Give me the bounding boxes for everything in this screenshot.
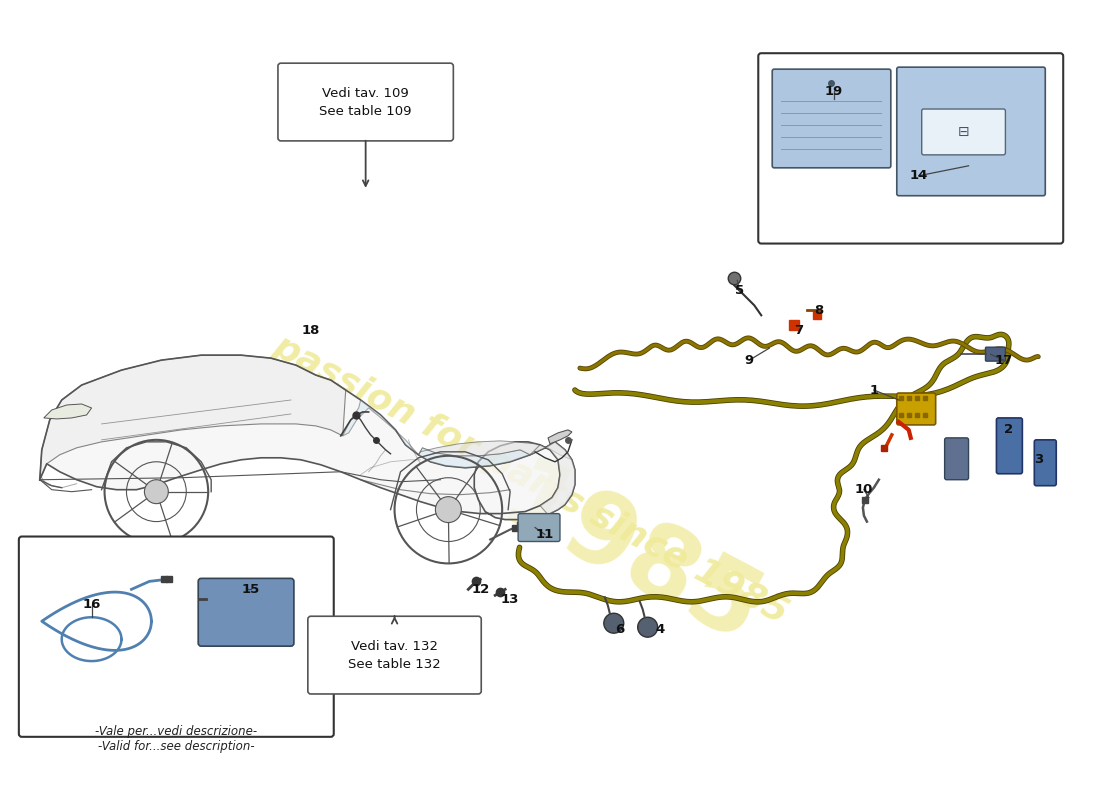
FancyBboxPatch shape <box>922 109 1005 155</box>
Text: 6: 6 <box>615 622 625 636</box>
Text: 11: 11 <box>536 528 554 541</box>
Text: 1: 1 <box>869 383 879 397</box>
FancyBboxPatch shape <box>278 63 453 141</box>
FancyBboxPatch shape <box>1034 440 1056 486</box>
Circle shape <box>638 618 658 637</box>
Text: 18: 18 <box>301 324 320 337</box>
Circle shape <box>604 614 624 633</box>
Polygon shape <box>548 430 572 444</box>
Text: 16: 16 <box>82 598 101 610</box>
FancyBboxPatch shape <box>945 438 968 480</box>
FancyBboxPatch shape <box>758 54 1064 243</box>
Text: Vedi tav. 132
See table 132: Vedi tav. 132 See table 132 <box>349 640 441 670</box>
Text: 13: 13 <box>500 593 519 606</box>
Text: 12: 12 <box>471 583 490 596</box>
Text: 9: 9 <box>745 354 754 366</box>
Text: 1985: 1985 <box>484 451 776 668</box>
FancyBboxPatch shape <box>772 69 891 168</box>
Text: 8: 8 <box>814 304 824 317</box>
Polygon shape <box>40 355 575 519</box>
FancyBboxPatch shape <box>19 537 333 737</box>
FancyBboxPatch shape <box>986 347 1005 361</box>
Text: -Vale per...vedi descrizione-
-Valid for...see description-: -Vale per...vedi descrizione- -Valid for… <box>96 725 257 753</box>
Polygon shape <box>530 442 575 514</box>
Text: 19: 19 <box>825 85 843 98</box>
FancyBboxPatch shape <box>308 616 481 694</box>
Circle shape <box>436 497 461 522</box>
Polygon shape <box>343 400 418 455</box>
Polygon shape <box>44 404 91 419</box>
Text: 7: 7 <box>794 324 804 337</box>
Text: 17: 17 <box>994 354 1012 366</box>
Text: Vedi tav. 109
See table 109: Vedi tav. 109 See table 109 <box>319 86 411 118</box>
Circle shape <box>144 480 168 504</box>
Text: 14: 14 <box>910 170 928 182</box>
FancyBboxPatch shape <box>997 418 1022 474</box>
Text: 5: 5 <box>735 284 744 297</box>
Text: 10: 10 <box>855 483 873 496</box>
FancyBboxPatch shape <box>518 514 560 542</box>
Polygon shape <box>40 355 345 480</box>
Text: passion for parts since 1985: passion for parts since 1985 <box>267 329 793 630</box>
FancyBboxPatch shape <box>896 393 936 425</box>
Text: 4: 4 <box>654 622 664 636</box>
FancyBboxPatch shape <box>896 67 1045 196</box>
Polygon shape <box>418 448 530 468</box>
Text: 3: 3 <box>1034 454 1043 466</box>
FancyBboxPatch shape <box>198 578 294 646</box>
Text: 2: 2 <box>1004 423 1013 436</box>
Text: 15: 15 <box>242 583 261 596</box>
Text: ⊟: ⊟ <box>958 125 969 139</box>
Polygon shape <box>418 441 572 460</box>
